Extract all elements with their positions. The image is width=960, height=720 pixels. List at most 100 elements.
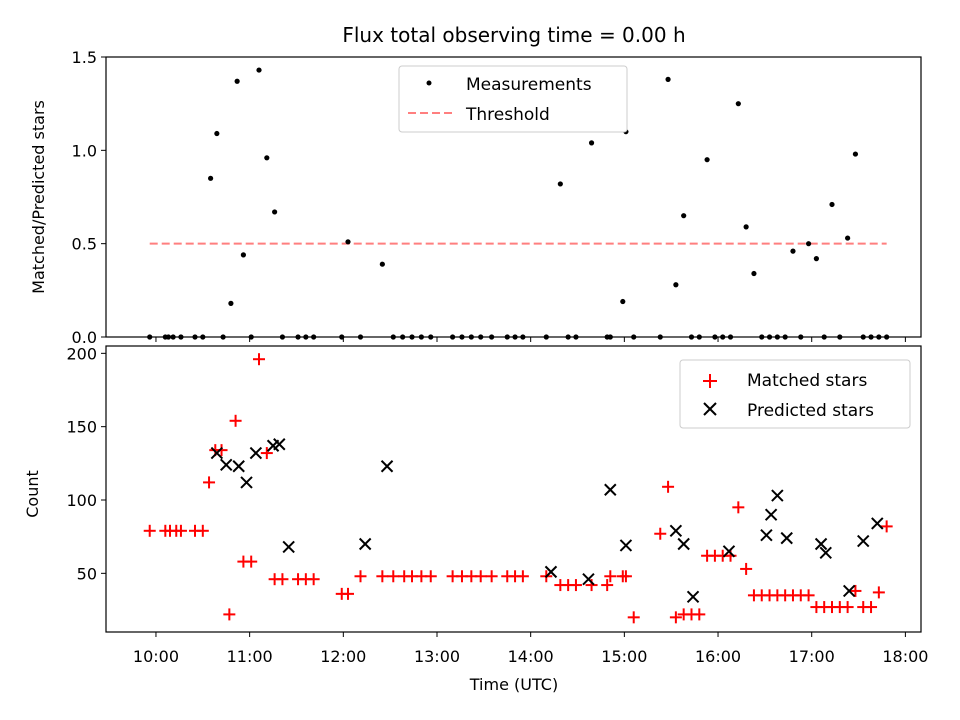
matched-star-point: [260, 447, 273, 460]
legend-matched-marker: [703, 374, 717, 388]
matched-star-point: [872, 586, 885, 599]
measurement-point: [588, 140, 595, 146]
legend-predicted-marker: [703, 402, 717, 416]
bottom-legend-frame: [679, 359, 911, 429]
bottom-x-tick-label: 17:00: [789, 647, 835, 666]
top-panel: 0.0 0.5 1.0 1.5 Matched/Predicted stars Mea…: [29, 48, 922, 347]
matched-star-point: [569, 579, 582, 592]
matched-star-point: [203, 476, 216, 489]
matched-star-point: [276, 573, 289, 586]
top-legend-frame: [398, 65, 628, 133]
predicted-star-point: [273, 438, 286, 451]
bottom-x-tick-label: 11:00: [227, 647, 273, 666]
legend-threshold-label: Threshold: [465, 105, 550, 125]
matched-star-point: [802, 589, 815, 602]
predicted-star-point: [619, 539, 633, 552]
matched-star-point: [693, 608, 706, 621]
top-x-axis-ticks: [155, 337, 906, 342]
bottom-x-axis-label: Time (UTC): [469, 675, 558, 694]
measurement-point: [813, 256, 819, 262]
predicted-star-point: [780, 531, 793, 545]
measurement-point: [208, 175, 214, 181]
top-y-tick-label: 1.0: [72, 141, 97, 160]
matched-star-point: [662, 480, 675, 493]
matched-star-point: [143, 524, 156, 537]
measurement-point: [845, 235, 851, 241]
matched-star-point: [376, 570, 389, 583]
matched-star-point: [245, 555, 258, 568]
predicted-star-point: [380, 460, 394, 473]
predicted-star-point: [240, 476, 253, 489]
predicted-star-point: [842, 584, 856, 598]
matched-star-point: [849, 584, 862, 597]
bottom-x-tick-label: 10:00: [133, 647, 179, 666]
top-y-axis: 0.0 0.5 1.0 1.5: [72, 48, 106, 347]
measurement-point: [829, 201, 835, 208]
predicted-star-point: [857, 534, 870, 548]
matched-star-point: [654, 527, 667, 540]
predicted-star-point: [722, 545, 736, 558]
top-y-tick-label: 0.5: [72, 235, 97, 254]
top-axes-frame: [105, 56, 922, 338]
matched-star-point: [601, 579, 614, 592]
measurement-point: [557, 181, 563, 187]
top-legend: Measurements Threshold: [398, 65, 628, 133]
top-y-tick-label: 1.5: [72, 48, 97, 67]
measurement-point: [240, 252, 246, 258]
matched-star-point: [619, 570, 632, 583]
matched-star-point: [732, 501, 745, 514]
matched-star-point: [516, 570, 529, 583]
measurement-point: [704, 157, 710, 163]
bottom-x-tick-label: 12:00: [320, 647, 366, 666]
top-y-tick-label: 0.0: [72, 328, 97, 347]
measurement-point: [735, 101, 741, 107]
bottom-y-axis-label: Count: [23, 470, 42, 518]
matched-star-point: [307, 573, 320, 586]
matched-star-point: [229, 414, 242, 427]
matched-star-point: [196, 524, 209, 537]
matched-star-point: [474, 570, 487, 583]
matched-star-point: [223, 608, 236, 621]
measurement-point: [214, 130, 220, 137]
measurement-point: [852, 151, 859, 157]
matched-star-point: [669, 611, 682, 624]
chart-title: Flux total observing time = 0.00 h: [342, 23, 685, 47]
bottom-plot-area: [143, 353, 893, 624]
predicted-star-point: [604, 483, 617, 496]
predicted-star-point: [760, 528, 773, 542]
predicted-star-point: [232, 460, 245, 473]
predicted-star-point: [358, 537, 372, 551]
matched-star-point: [215, 444, 228, 457]
bottom-x-tick-label: 14:00: [508, 647, 554, 666]
measurement-point: [379, 261, 385, 267]
matched-star-point: [604, 570, 617, 583]
top-y-axis-label: Matched/Predicted stars: [29, 100, 48, 294]
bottom-y-tick-label: 50: [77, 564, 97, 583]
matched-star-point: [740, 562, 753, 575]
measurement-point: [665, 76, 671, 82]
legend-measurements-label: Measurements: [466, 75, 592, 95]
bottom-axes-frame: [105, 345, 922, 633]
predicted-star-point: [220, 458, 233, 472]
bottom-panel: 50 100 150 200 10:00 11:00 12:00 13:00 14:00 15:…: [23, 344, 928, 694]
predicted-star-point: [771, 489, 784, 502]
measurement-point: [620, 298, 626, 305]
matched-star-point: [841, 601, 854, 614]
bottom-y-tick-label: 200: [66, 344, 97, 363]
legend-predicted-label: Predicted stars: [747, 401, 874, 421]
measurement-point: [345, 239, 351, 245]
measurement-point: [228, 300, 234, 306]
predicted-star-point: [814, 537, 828, 551]
predicted-star-point: [282, 540, 295, 554]
bottom-x-tick-label: 16:00: [695, 647, 741, 666]
bottom-x-tick-label: 15:00: [601, 647, 647, 666]
matched-star-point: [387, 570, 400, 583]
measurement-point: [743, 224, 749, 230]
legend-measurements-marker: [426, 80, 432, 86]
measurement-point: [805, 241, 812, 247]
bottom-legend: Matched stars Predicted stars: [679, 359, 911, 429]
measurement-point: [272, 209, 278, 215]
measurement-point: [264, 155, 270, 161]
measurement-point: [681, 213, 687, 219]
